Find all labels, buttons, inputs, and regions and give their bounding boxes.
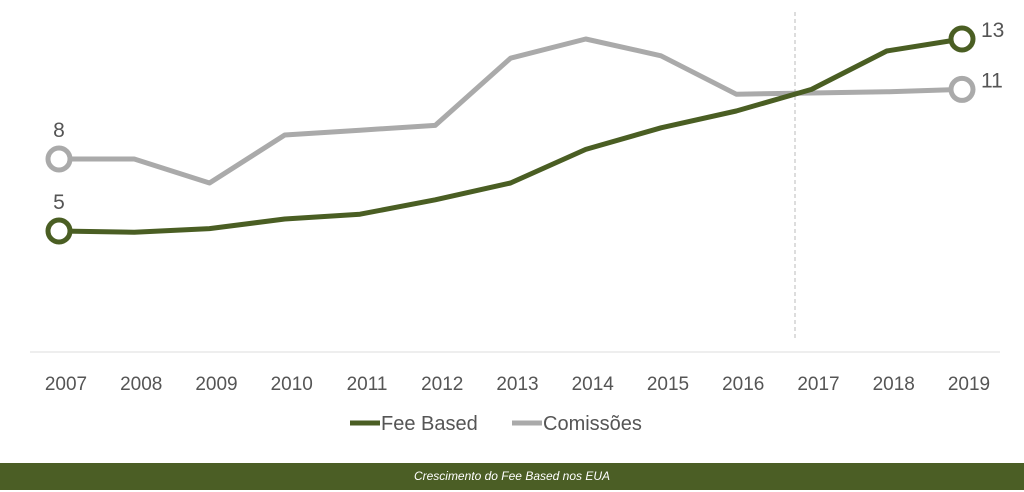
x-tick-label: 2015 <box>647 374 689 395</box>
x-tick-label: 2016 <box>722 374 764 395</box>
data-point-end <box>948 75 976 103</box>
data-label-end: 11 <box>981 69 1003 92</box>
data-label-start: 8 <box>53 119 65 142</box>
legend-label-fee-based: Fee Based <box>381 413 478 435</box>
x-tick-label: 2010 <box>271 374 313 395</box>
line-chart: 2007 2008 2009 2010 2011 2012 2013 2014 2015 2016… <box>30 12 1004 435</box>
x-tick-label: 2011 <box>347 374 388 395</box>
x-tick-label: 2012 <box>421 374 463 395</box>
series-line-fee-based <box>58 36 963 235</box>
data-label-start: 5 <box>53 191 65 214</box>
x-tick-label: 2009 <box>195 374 237 395</box>
x-tick-label: 2008 <box>120 374 162 395</box>
data-label-end: 13 <box>981 19 1004 42</box>
x-tick-label: 2019 <box>948 374 990 395</box>
series-line-comissoes <box>59 36 963 186</box>
data-point-start <box>45 217 73 245</box>
data-point-end <box>948 25 976 53</box>
x-tick-label: 2007 <box>45 374 87 395</box>
data-point-start <box>45 145 73 173</box>
legend-label-comissoes: Comissões <box>543 413 642 435</box>
x-tick-label: 2013 <box>496 374 538 395</box>
x-tick-label: 2018 <box>873 374 915 395</box>
chart-caption: Crescimento do Fee Based nos EUA <box>0 463 1024 490</box>
x-tick-label: 2014 <box>572 374 615 395</box>
x-tick-label: 2017 <box>797 374 839 395</box>
